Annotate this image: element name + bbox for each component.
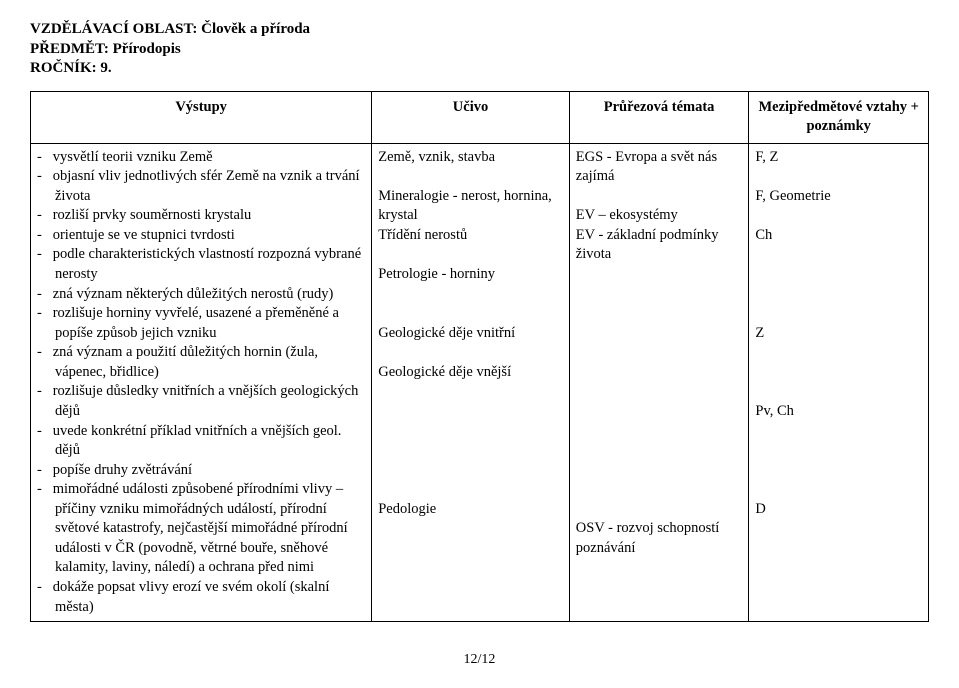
list-item: podle charakteristických vlastností rozp… (37, 245, 365, 284)
list-item: mimořádné události způsobené přírodními … (37, 480, 365, 578)
cell-vystupy: vysvětlí teorii vzniku Země objasní vliv… (31, 143, 372, 622)
ucivo-line: Geologické děje vnitřní (378, 324, 563, 344)
col-header-ucivo: Učivo (372, 91, 570, 143)
list-item: objasní vliv jednotlivých sfér Země na v… (37, 167, 365, 206)
prurezova-line: EV – ekosystémy (576, 206, 743, 226)
curriculum-table: Výstupy Učivo Průřezová témata Mezipředm… (30, 91, 929, 623)
col-header-vystupy: Výstupy (31, 91, 372, 143)
mezi-line: F, Geometrie (755, 187, 922, 207)
mezi-line: F, Z (755, 148, 922, 168)
mezi-line: Pv, Ch (755, 402, 922, 422)
list-item: orientuje se ve stupnici tvrdosti (37, 226, 365, 246)
ucivo-line: Mineralogie - nerost, hornina, krystal (378, 187, 563, 226)
list-item: zná význam a použití důležitých hornin (… (37, 343, 365, 382)
vystupy-list: vysvětlí teorii vzniku Země objasní vliv… (37, 148, 365, 618)
table-header-row: Výstupy Učivo Průřezová témata Mezipředm… (31, 91, 929, 143)
list-item: rozlišuje horniny vyvřelé, usazené a pře… (37, 304, 365, 343)
cell-ucivo: Země, vznik, stavba Mineralogie - nerost… (372, 143, 570, 622)
header-area-line3: ROČNÍK: 9. (30, 59, 929, 79)
mezi-line: D (755, 500, 922, 520)
table-row: vysvětlí teorii vzniku Země objasní vliv… (31, 143, 929, 622)
header-area-line2: PŘEDMĚT: Přírodopis (30, 40, 929, 60)
header-area-line1: VZDĚLÁVACÍ OBLAST: Člověk a příroda (30, 20, 929, 40)
list-item: dokáže popsat vlivy erozí ve svém okolí … (37, 578, 365, 617)
ucivo-line: Geologické děje vnější (378, 363, 563, 383)
mezi-line: Ch (755, 226, 922, 246)
ucivo-line: Petrologie - horniny (378, 265, 563, 285)
ucivo-line: Pedologie (378, 500, 563, 520)
col-header-mezipredmetove: Mezipředmětové vztahy + poznámky (749, 91, 929, 143)
ucivo-line: Třídění nerostů (378, 226, 563, 246)
list-item: popíše druhy zvětrávání (37, 461, 365, 481)
col-header-prurezova: Průřezová témata (569, 91, 749, 143)
list-item: rozlišuje důsledky vnitřních a vnějších … (37, 382, 365, 421)
prurezova-line: OSV - rozvoj schopností poznávání (576, 519, 743, 558)
list-item: vysvětlí teorii vzniku Země (37, 148, 365, 168)
list-item: uvede konkrétní příklad vnitřních a vněj… (37, 422, 365, 461)
list-item: zná význam některých důležitých nerostů … (37, 285, 365, 305)
mezi-line: Z (755, 324, 922, 344)
prurezova-line: EGS - Evropa a svět nás zajímá (576, 148, 743, 187)
cell-mezipredmetove: F, Z F, Geometrie Ch Z Pv, Ch (749, 143, 929, 622)
cell-prurezova: EGS - Evropa a svět nás zajímá EV – ekos… (569, 143, 749, 622)
ucivo-line: Země, vznik, stavba (378, 148, 563, 168)
prurezova-line: EV - základní podmínky života (576, 226, 743, 265)
list-item: rozliší prvky souměrnosti krystalu (37, 206, 365, 226)
